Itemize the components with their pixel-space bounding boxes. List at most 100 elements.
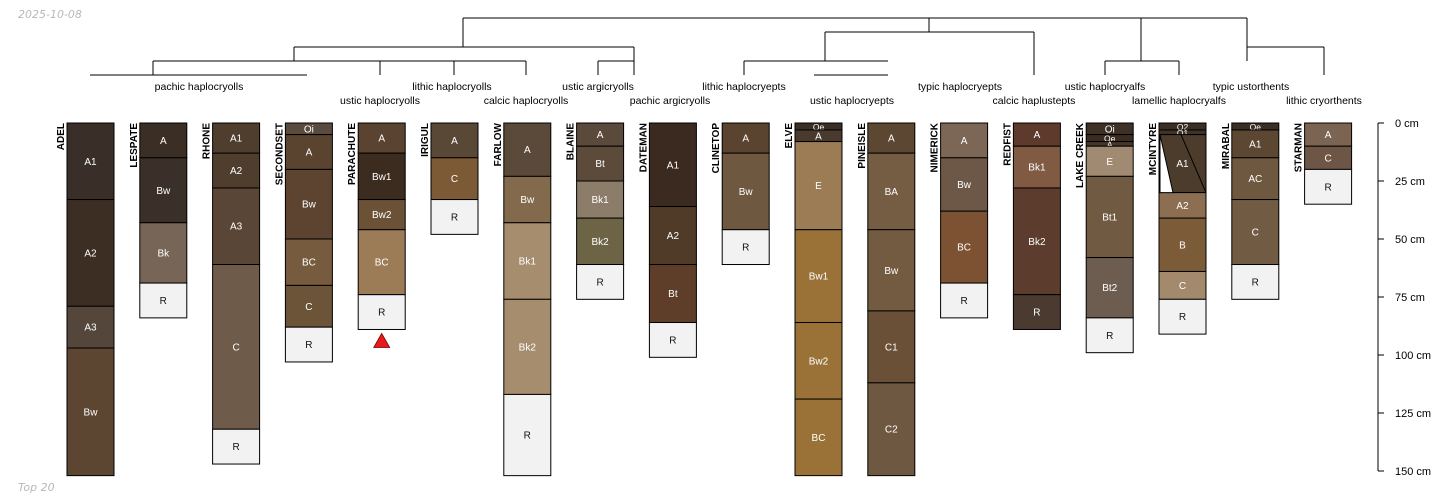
horizon-label: A <box>597 130 604 141</box>
horizon-label: R <box>742 243 749 254</box>
horizon-band <box>212 428 261 465</box>
horizon-label: Bk2 <box>591 237 609 248</box>
profile-name: LESPATE <box>129 123 140 168</box>
horizon-band <box>1304 168 1353 205</box>
profile-name: NIMERICK <box>930 122 941 172</box>
irregular-boundary-line <box>1180 134 1207 193</box>
horizon-label: R <box>1033 308 1040 319</box>
horizon-label: O1 <box>1177 128 1189 138</box>
horizon-band <box>357 122 406 154</box>
horizon-band <box>1231 157 1280 201</box>
horizon-band <box>503 393 552 477</box>
profile-name: LAKE CREEK <box>1075 122 1086 188</box>
marker-triangle <box>373 332 391 348</box>
horizon-band <box>1231 264 1280 300</box>
horizon-band <box>357 229 406 296</box>
horizon-label: A1 <box>84 157 97 168</box>
horizon-label: Bk2 <box>1028 237 1046 248</box>
horizon-band <box>430 157 479 201</box>
taxon-label: ustic argicryolls <box>562 81 634 93</box>
soil-profile: SECONDSET Oi A Bw BC C R <box>274 122 333 363</box>
soil-profile: NIMERICK A Bw BC R <box>930 122 989 319</box>
taxon-label: ustic haplocryepts <box>810 95 894 107</box>
horizon-band <box>1158 270 1207 300</box>
horizon-label: R <box>524 431 531 442</box>
taxon-label: typic ustorthents <box>1213 81 1289 93</box>
horizon-band <box>284 134 333 170</box>
horizon-band <box>648 206 697 266</box>
depth-axis-label: 75 cm <box>1395 292 1425 304</box>
horizon-label: Oe <box>1104 134 1116 144</box>
horizon-band <box>867 229 916 312</box>
horizon-label: Bw2 <box>372 210 392 221</box>
horizon-label: C1 <box>885 342 898 353</box>
taxon-label: lithic haplocryolls <box>412 81 491 93</box>
horizon-label: R <box>1252 277 1259 288</box>
horizon-label: A <box>888 134 895 145</box>
depth-axis-label: 100 cm <box>1395 350 1431 362</box>
footer-label: Top 20 <box>18 481 55 494</box>
horizon-label: E <box>1106 157 1113 168</box>
horizon-label: Oi <box>304 124 314 135</box>
horizon-label: R <box>451 212 458 223</box>
horizon-band <box>940 282 989 319</box>
profile-name: REDFIST <box>1002 123 1013 166</box>
horizon-band <box>867 382 916 477</box>
horizon-band <box>1085 317 1134 354</box>
irregular-boundary-shape <box>1159 134 1174 194</box>
horizon-label: A1 <box>230 134 243 145</box>
horizon-label: C <box>1324 153 1331 164</box>
profile-name: PARACHUTE <box>347 123 358 185</box>
horizon-band <box>1231 129 1280 159</box>
horizon-label: A1 <box>1249 139 1262 150</box>
horizon-label: Bt1 <box>1102 212 1117 223</box>
horizon-band <box>1085 145 1134 177</box>
horizon-band <box>1012 294 1061 330</box>
horizon-label: A2 <box>230 166 243 177</box>
horizon-band <box>357 294 406 330</box>
horizon-label: AC <box>1248 174 1262 185</box>
horizon-label: C <box>232 342 239 353</box>
horizon-band <box>1085 175 1134 259</box>
horizon-label: A <box>961 136 968 147</box>
horizon-label: Bw <box>156 186 171 197</box>
horizon-label: Bw1 <box>809 272 829 283</box>
horizon-label: BC <box>375 258 389 269</box>
horizon-label: A2 <box>84 248 97 259</box>
horizon-label: R <box>596 277 603 288</box>
soil-profile: RHONE A1 A2 A3 C R <box>202 122 261 465</box>
horizon-band <box>940 122 989 159</box>
depth-axis-label: 25 cm <box>1395 176 1425 188</box>
horizon-band <box>940 157 989 212</box>
soil-profile: BLAINE A Bt Bk1 Bk2 R <box>566 122 625 300</box>
horizon-band <box>1158 298 1207 335</box>
horizon-label: Oe <box>813 122 825 132</box>
horizon-label: A3 <box>230 222 243 233</box>
taxon-label: lithic cryorthents <box>1286 95 1362 107</box>
horizon-band <box>576 180 625 219</box>
soil-profile: IRIGUL A C R <box>420 122 479 235</box>
soil-profile: ADEL A1 A2 A3 Bw <box>56 122 115 477</box>
horizon-label: BC <box>302 258 316 269</box>
horizon-band <box>576 145 625 182</box>
horizon-band <box>139 282 188 319</box>
horizon-label: A <box>1325 130 1332 141</box>
horizon-label: Bk1 <box>1028 163 1046 174</box>
horizon-label: Bk1 <box>591 195 609 206</box>
horizon-label: Bw1 <box>372 172 392 183</box>
date-label: 2025-10-08 <box>18 8 82 21</box>
soil-profile: CLINETOP A Bw R <box>711 122 770 266</box>
horizon-label: A <box>1034 130 1041 141</box>
taxon-label: pachic haplocryolls <box>155 81 244 93</box>
taxon-label: ustic haplocryolls <box>340 95 420 107</box>
depth-axis-label: 0 cm <box>1395 118 1419 130</box>
profile-name: BLAINE <box>566 123 577 161</box>
soil-profile: REDFIST A Bk1 Bk2 R <box>1002 122 1061 330</box>
horizon-band <box>66 305 115 349</box>
horizon-band <box>430 199 479 235</box>
horizon-band <box>139 222 188 284</box>
horizon-label: Bw <box>302 200 317 211</box>
horizon-band <box>357 152 406 201</box>
